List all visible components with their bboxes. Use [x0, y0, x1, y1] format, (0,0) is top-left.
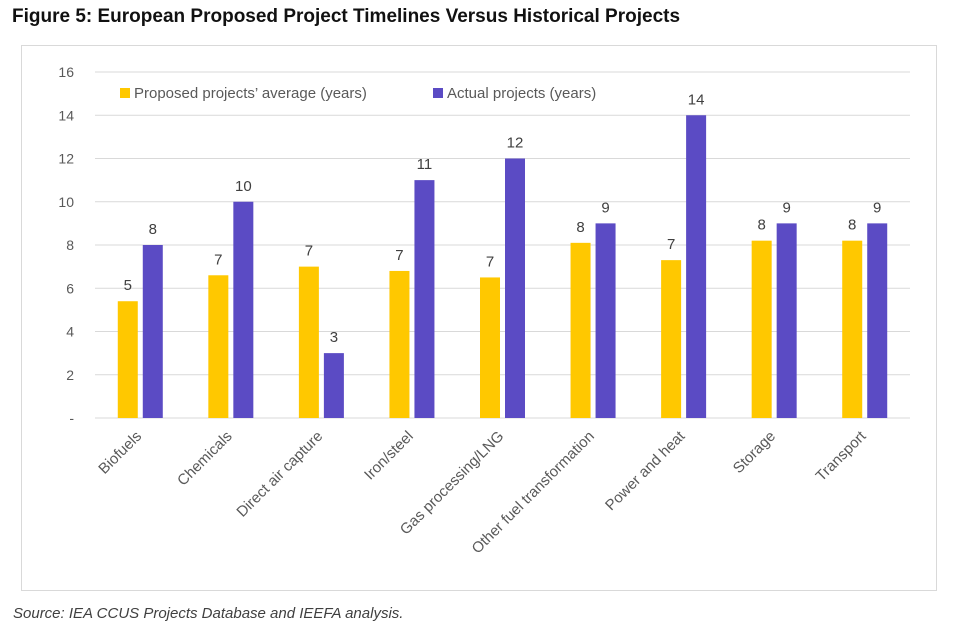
bar-transport-actual [867, 223, 888, 418]
x-tick-label: Iron/steel [361, 428, 417, 484]
data-label: 9 [601, 199, 609, 216]
data-label: 8 [149, 221, 157, 238]
bar-chemicals-actual [233, 201, 254, 418]
source-note: Source: IEA CCUS Projects Database and I… [13, 605, 404, 622]
x-tick-label: Biofuels [95, 428, 145, 478]
data-label: 10 [235, 178, 252, 195]
y-tick-label: 4 [66, 324, 74, 340]
legend-swatch [433, 88, 443, 98]
data-label: 8 [757, 217, 765, 234]
data-label: 7 [395, 247, 403, 264]
y-tick-label: 8 [66, 237, 74, 253]
legend-label: Actual projects (years) [447, 85, 596, 102]
x-tick-label: Power and heat [602, 427, 689, 514]
bar-iron-steel-proposed [389, 270, 410, 418]
legend-item: Actual projects (years) [433, 85, 596, 102]
bar-biofuels-actual [142, 245, 163, 418]
bar-power-and-heat-actual [686, 115, 707, 418]
y-tick-label: 12 [58, 151, 74, 167]
y-tick-label: - [69, 410, 74, 426]
bar-direct-air-capture-proposed [298, 266, 319, 418]
data-label: 7 [305, 243, 313, 260]
bar-chemicals-proposed [208, 275, 229, 418]
bar-biofuels-proposed [117, 301, 138, 418]
bar-gas-processing-lng-actual [505, 158, 525, 418]
y-tick-label: 16 [58, 64, 74, 80]
x-tick-label: Direct air capture [233, 428, 326, 521]
data-label: 11 [417, 156, 433, 173]
bar-transport-proposed [842, 240, 863, 418]
data-label: 7 [667, 236, 675, 253]
data-label: 9 [782, 199, 790, 216]
figure-title: Figure 5: European Proposed Project Time… [12, 6, 681, 27]
data-label: 5 [124, 277, 132, 294]
bar-other-fuel-transformation-actual [595, 223, 616, 418]
bar-other-fuel-transformation-proposed [570, 242, 591, 418]
data-label: 7 [214, 251, 222, 268]
bar-storage-actual [776, 223, 797, 418]
bar-iron-steel-actual [414, 180, 435, 418]
y-tick-label: 2 [66, 367, 74, 383]
data-label: 7 [486, 253, 494, 270]
y-tick-label: 6 [66, 280, 74, 296]
bar-direct-air-capture-actual [323, 353, 344, 418]
data-label: 9 [873, 199, 881, 216]
bar-storage-proposed [751, 240, 772, 418]
legend-swatch [120, 88, 130, 98]
legend-label: Proposed projects’ average (years) [134, 85, 367, 102]
x-tick-label: Storage [730, 428, 779, 477]
data-label: 14 [688, 91, 705, 108]
data-label: 12 [507, 135, 524, 152]
y-tick-label: 14 [58, 107, 74, 123]
chart-area [21, 45, 937, 591]
y-tick-label: 10 [58, 194, 74, 210]
bar-power-and-heat-proposed [661, 260, 682, 418]
data-label: 8 [848, 217, 856, 234]
legend-item: Proposed projects’ average (years) [120, 85, 367, 102]
x-tick-label: Transport [813, 427, 871, 485]
bar-gas-processing-lng-proposed [480, 277, 500, 418]
x-tick-label: Chemicals [174, 428, 236, 490]
data-label: 3 [330, 329, 338, 346]
data-label: 8 [576, 219, 584, 236]
